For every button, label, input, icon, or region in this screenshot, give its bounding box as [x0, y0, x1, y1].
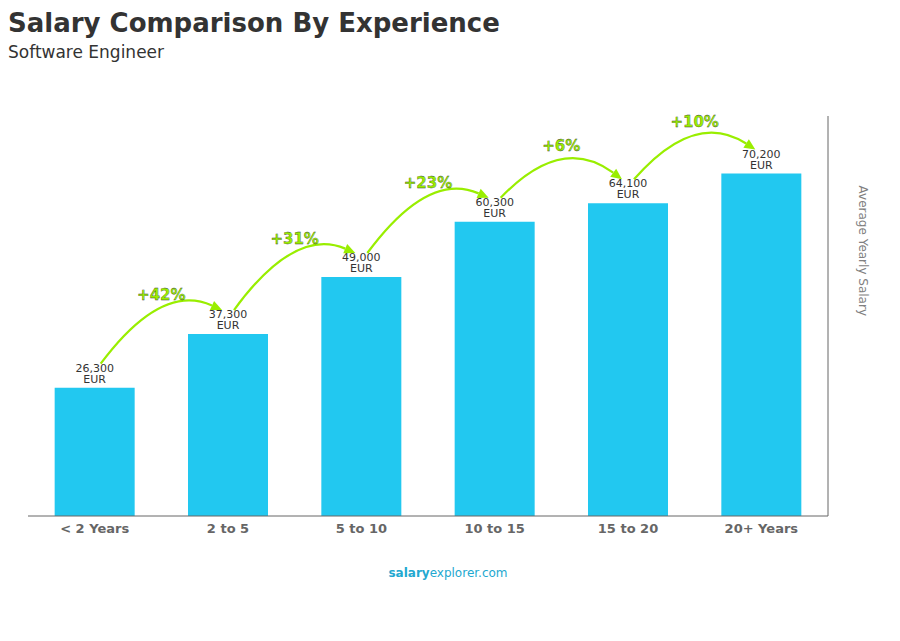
svg-text:15 to 20: 15 to 20: [598, 521, 658, 536]
html-text:Salary Comparison By Experienc: Salary Comparison By Experience: [8, 8, 500, 38]
svg-text:2 to 5: 2 to 5: [207, 521, 249, 536]
svg-text:+23%: +23%: [404, 174, 452, 192]
html-text:Software Engineer: Software Engineer: [8, 42, 165, 62]
svg-text:26,300EUR: 26,300EUR: [75, 362, 114, 386]
svg-text:+6%: +6%: [542, 137, 580, 155]
svg-text:37,300EUR: 37,300EUR: [209, 308, 248, 332]
svg-text:+10%: +10%: [670, 113, 718, 131]
svg-text:70,200EUR: 70,200EUR: [742, 148, 781, 172]
svg-text:< 2 Years: < 2 Years: [60, 521, 129, 536]
svg-text:64,100EUR: 64,100EUR: [609, 177, 648, 201]
html-text:salary explorer.com: salary explorer.com: [388, 566, 508, 580]
svg-text:10 to 15: 10 to 15: [464, 521, 524, 536]
svg-text:60,300EUR: 60,300EUR: [475, 196, 514, 220]
svg-text:20+ Years: 20+ Years: [725, 521, 799, 536]
svg-text:5 to 10: 5 to 10: [336, 521, 387, 536]
svg-text:+42%: +42%: [137, 286, 185, 304]
svg-text:Average Yearly Salary: Average Yearly Salary: [856, 186, 870, 316]
svg-text:49,000EUR: 49,000EUR: [342, 251, 381, 275]
svg-text:+31%: +31%: [270, 230, 318, 248]
